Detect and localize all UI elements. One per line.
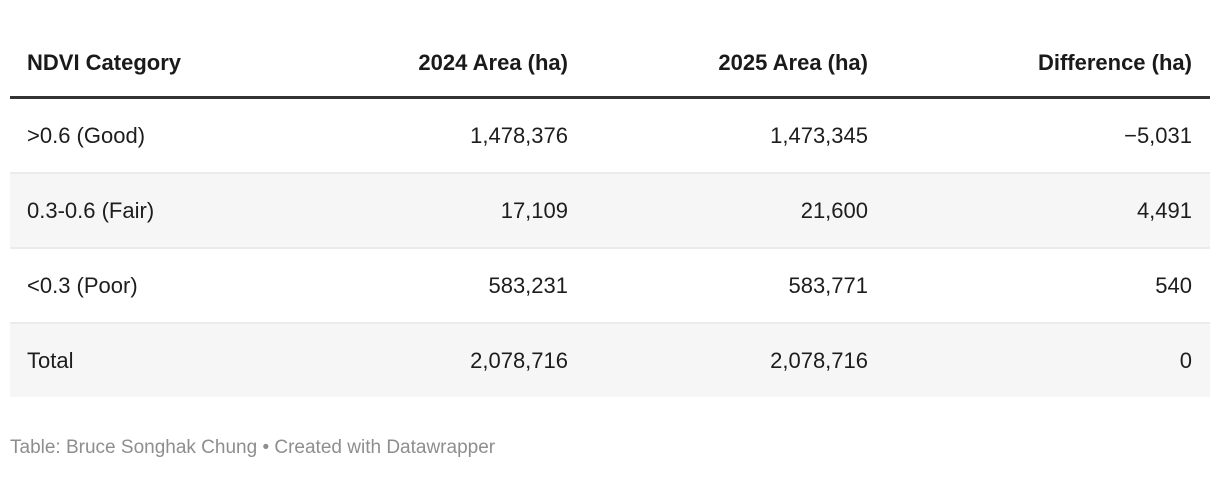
table-cell: 583,231 (286, 247, 586, 323)
table-row-total: Total 2,078,716 2,078,716 0 (10, 322, 1210, 397)
table-cell: 0.3-0.6 (Fair) (10, 172, 286, 248)
table-body: >0.6 (Good) 1,478,376 1,473,345 −5,031 0… (10, 98, 1210, 397)
table-row-poor: <0.3 (Poor) 583,231 583,771 540 (10, 247, 1210, 323)
table-cell: 2,078,716 (586, 322, 886, 397)
table-cell: >0.6 (Good) (27, 122, 146, 148)
header-difference: Difference (ha) (886, 30, 1210, 99)
header-2024-area: 2024 Area (ha) (286, 30, 586, 99)
table-cell: 4,491 (886, 172, 1210, 248)
header-2025-area: 2025 Area (ha) (586, 30, 886, 99)
table-row-fair: 0.3-0.6 (Fair) 17,109 21,600 4,491 (10, 172, 1210, 248)
table-cell: <0.3 (Poor) (10, 247, 286, 323)
table-cell: 540 (886, 247, 1210, 323)
table-cell: 583,771 (586, 247, 886, 323)
table-cell: Total (10, 322, 286, 397)
table-cell: 17,109 (286, 172, 586, 248)
table-cell: 21,600 (586, 172, 886, 248)
table-cell: −5,031 (1124, 122, 1192, 148)
table-cell: 2,078,716 (286, 322, 586, 397)
table-cell: 1,473,345 (770, 122, 868, 148)
table-header: NDVI Category 2024 Area (ha) 2025 Area (… (10, 30, 1210, 99)
header-ndvi-category: NDVI Category (10, 30, 286, 99)
ndvi-area-table: NDVI Category 2024 Area (ha) 2025 Area (… (10, 30, 1210, 397)
table-cell: 0 (886, 322, 1210, 397)
attribution-footer: Table: Bruce Songhak Chung • Created wit… (10, 437, 496, 458)
table-row-good: >0.6 (Good) 1,478,376 1,473,345 −5,031 (10, 98, 1210, 174)
table-cell: 1,478,376 (470, 122, 568, 148)
header-row: NDVI Category 2024 Area (ha) 2025 Area (… (10, 30, 1210, 99)
